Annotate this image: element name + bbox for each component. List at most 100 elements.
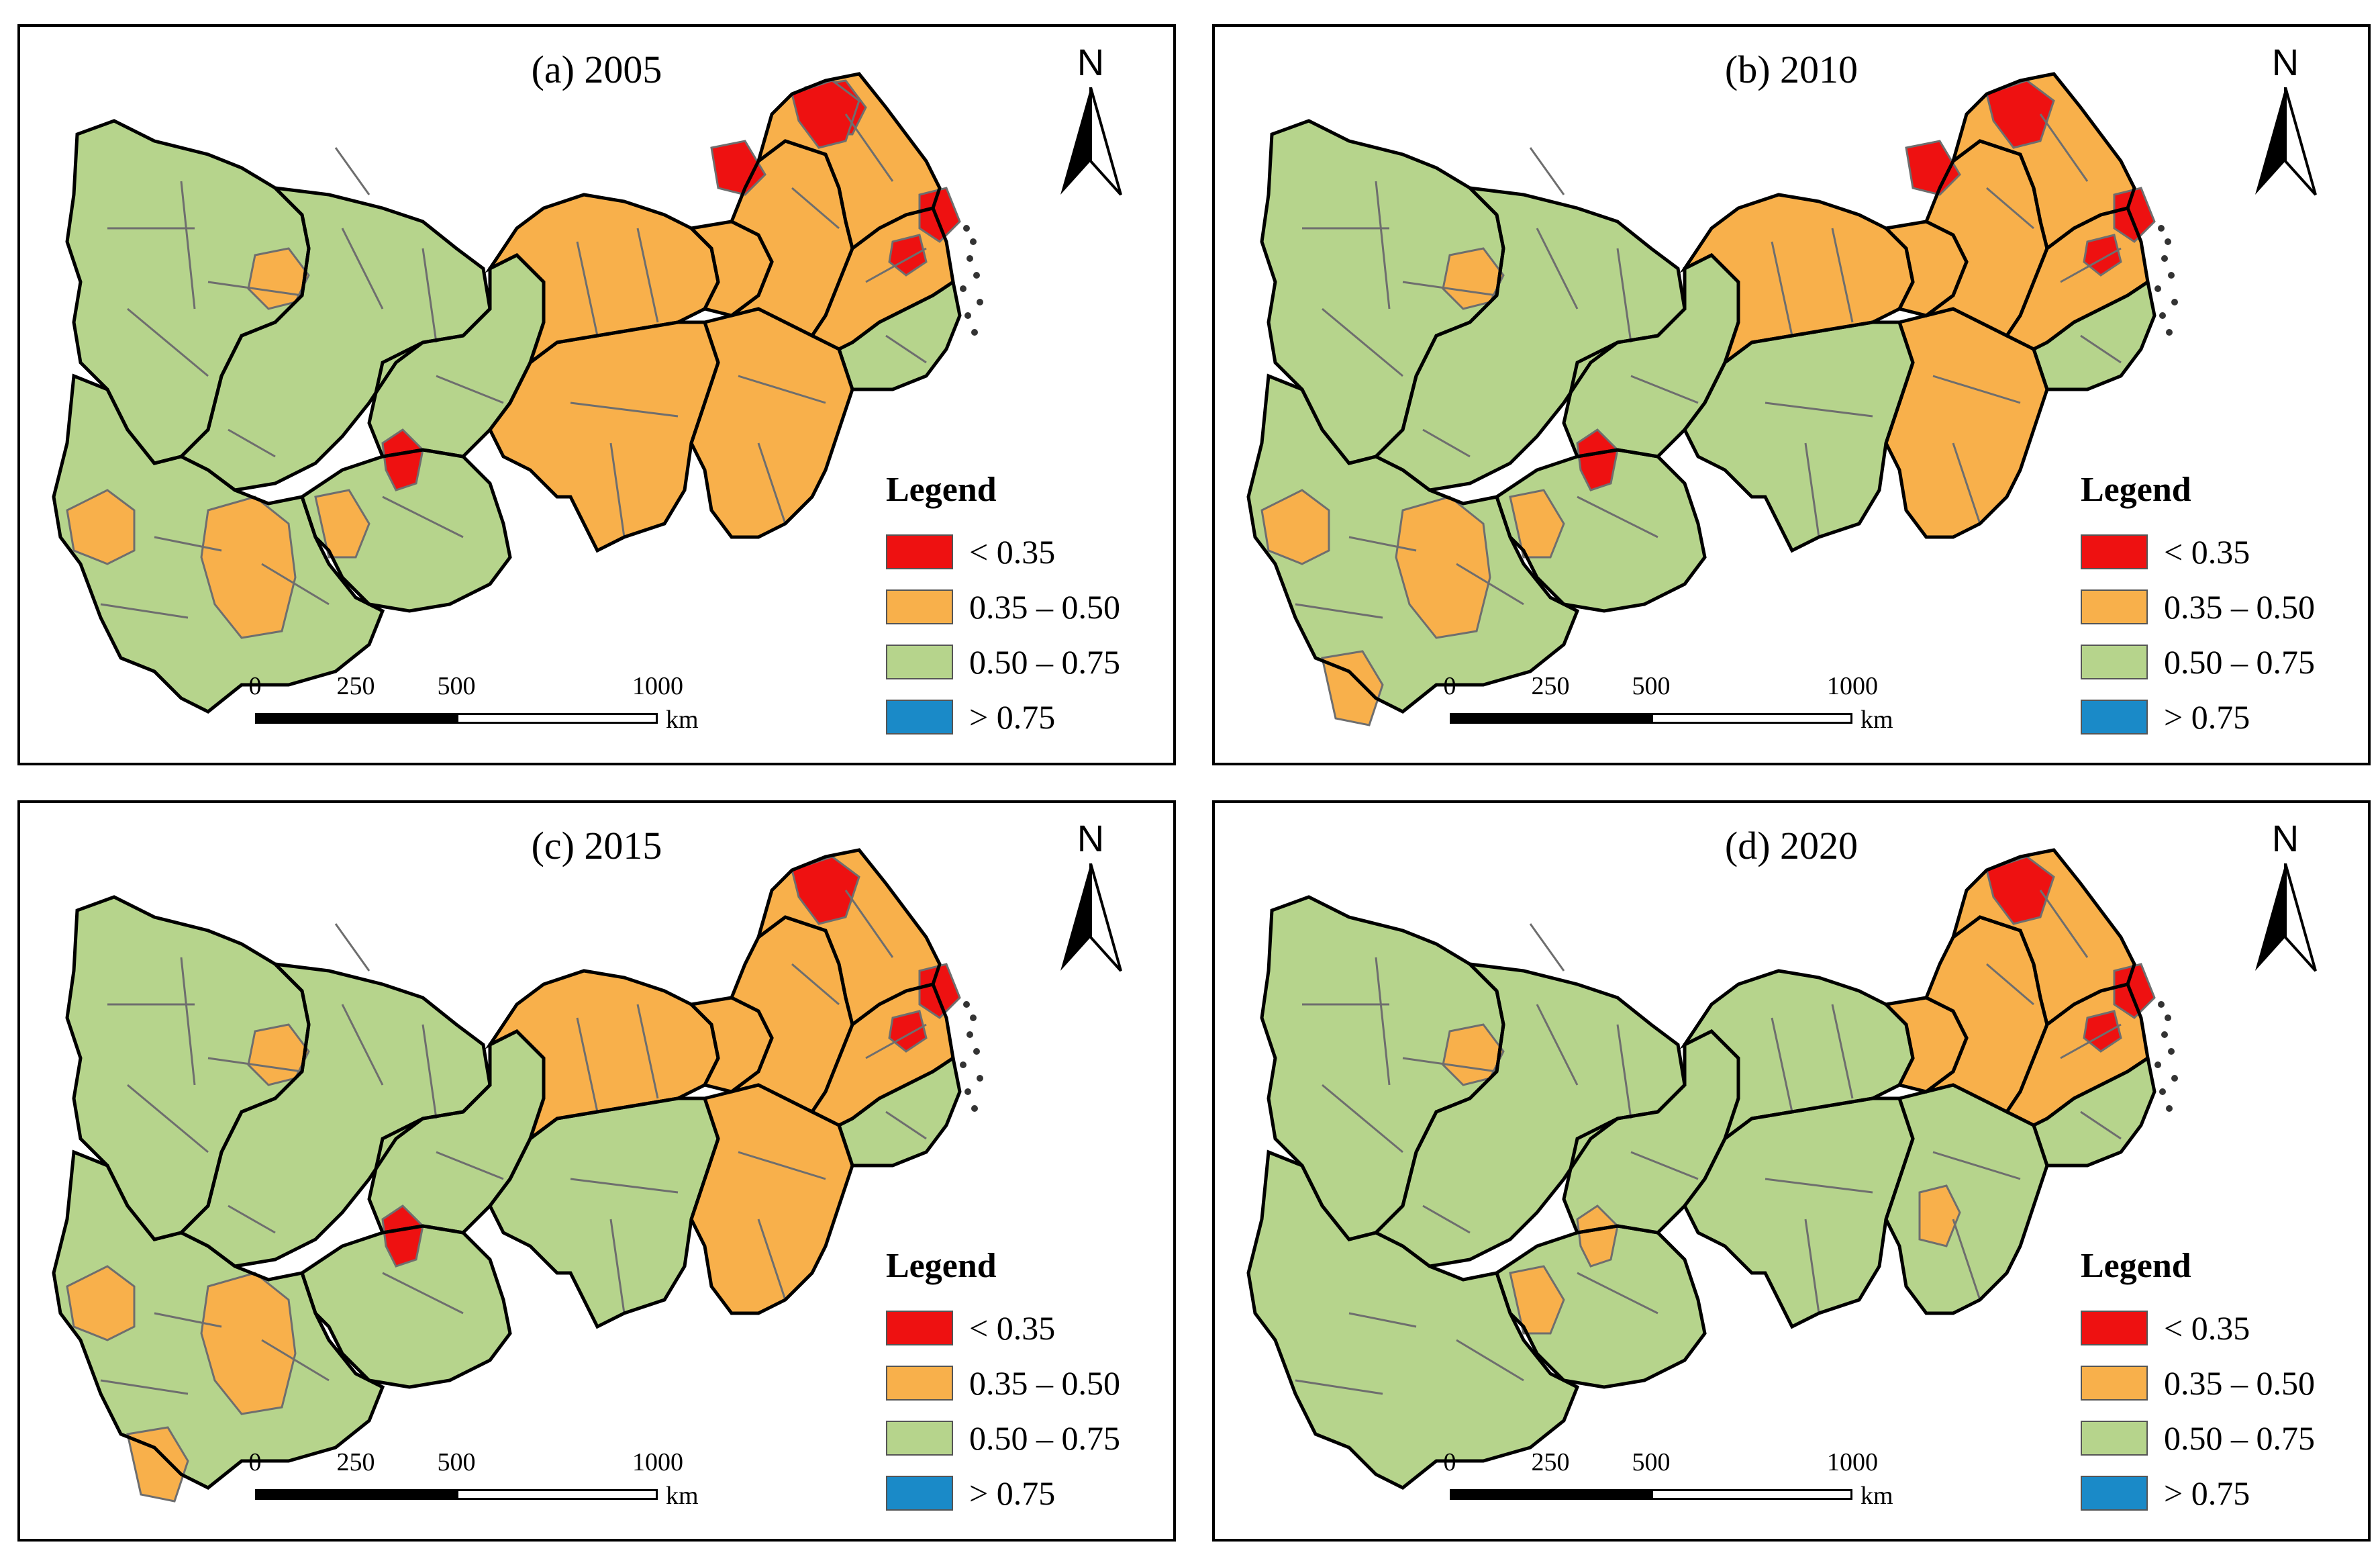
scale-bar-segment bbox=[456, 1489, 658, 1500]
district-boundary bbox=[1765, 1178, 1873, 1194]
scale-tick-label: 500 bbox=[437, 672, 476, 700]
district-boundary bbox=[885, 334, 927, 364]
choropleth-map bbox=[1246, 848, 2178, 1490]
district-boundary bbox=[261, 1339, 330, 1382]
legend-label: < 0.35 bbox=[2164, 1309, 2250, 1347]
district-boundary bbox=[261, 563, 330, 606]
district-boundary bbox=[341, 228, 384, 310]
island-dot bbox=[971, 1105, 978, 1112]
legend-label: 0.35 – 0.50 bbox=[969, 1364, 1120, 1402]
legend-swatch bbox=[886, 645, 953, 679]
district-boundary bbox=[1295, 603, 1383, 619]
legend-swatch bbox=[886, 589, 953, 624]
city-patch-hangzhou bbox=[2083, 234, 2122, 277]
district-boundary bbox=[865, 247, 927, 283]
north-arrow-icon bbox=[2255, 87, 2317, 196]
scale-tick-label: 500 bbox=[437, 1448, 476, 1476]
legend-label: 0.50 – 0.75 bbox=[969, 1419, 1120, 1457]
district-boundary bbox=[2039, 113, 2089, 182]
legend-item: < 0.35 bbox=[886, 1300, 1168, 1356]
legend-label: < 0.35 bbox=[969, 1309, 1056, 1347]
district-boundary bbox=[436, 375, 504, 404]
district-boundary bbox=[2060, 247, 2122, 283]
scale-bar: 0 250 500 1000 km bbox=[249, 1448, 738, 1521]
province-boundary bbox=[755, 848, 942, 1028]
legend-item: 0.50 – 0.75 bbox=[886, 634, 1168, 690]
district-boundary bbox=[738, 375, 826, 404]
city-patch-jiangxi-central bbox=[1918, 1184, 1961, 1247]
district-boundary bbox=[154, 1312, 222, 1328]
island-dot bbox=[964, 1088, 971, 1095]
district-boundary bbox=[127, 1084, 209, 1153]
city-patch-hangzhou bbox=[888, 1010, 928, 1053]
district-boundary bbox=[791, 963, 840, 1006]
north-letter: N bbox=[1077, 41, 1105, 83]
north-arrow: N bbox=[1047, 816, 1134, 991]
district-boundary bbox=[1952, 1219, 1981, 1300]
legend-title: Legend bbox=[2081, 1247, 2191, 1285]
legend-label: 0.50 – 0.75 bbox=[2164, 1419, 2315, 1457]
province-boundary bbox=[1246, 1149, 1580, 1490]
island-dot bbox=[960, 1061, 966, 1068]
city-patch-yunnan-west bbox=[1260, 489, 1330, 565]
island-dot bbox=[963, 1001, 970, 1008]
district-boundary bbox=[570, 401, 679, 418]
island-dot bbox=[964, 312, 971, 319]
district-boundary bbox=[1804, 442, 1820, 538]
district-boundary bbox=[180, 957, 196, 1086]
island-dot bbox=[2161, 255, 2168, 262]
legend-label: < 0.35 bbox=[969, 533, 1056, 571]
island-dot bbox=[2158, 1001, 2165, 1008]
scale-tick-label: 500 bbox=[1632, 1448, 1671, 1476]
legend-item: 0.50 – 0.75 bbox=[2081, 634, 2363, 690]
legend-item: < 0.35 bbox=[2081, 1300, 2363, 1356]
province-boundary bbox=[178, 961, 492, 1268]
district-boundary bbox=[1630, 1151, 1699, 1180]
legend-item: 0.35 – 0.50 bbox=[886, 1356, 1168, 1411]
legend-item: < 0.35 bbox=[2081, 524, 2363, 579]
legend-label: 0.35 – 0.50 bbox=[2164, 588, 2315, 626]
island-dot bbox=[2168, 272, 2175, 279]
district-boundary bbox=[609, 1219, 626, 1314]
legend-label: 0.35 – 0.50 bbox=[2164, 1364, 2315, 1402]
district-boundary bbox=[1771, 241, 1793, 336]
north-arrow: N bbox=[2242, 40, 2329, 215]
province-boundary bbox=[488, 1096, 720, 1329]
scale-unit: km bbox=[666, 706, 699, 734]
district-boundary bbox=[1536, 1004, 1579, 1086]
district-boundary bbox=[1348, 1312, 1417, 1328]
island-dot bbox=[2171, 1075, 2178, 1082]
district-boundary bbox=[1456, 1339, 1524, 1382]
province-boundary bbox=[52, 1149, 385, 1490]
district-boundary bbox=[1456, 563, 1524, 606]
north-letter: N bbox=[2271, 817, 2299, 859]
city-patch-yunnan-south bbox=[126, 1426, 189, 1503]
district-boundary bbox=[1577, 1272, 1658, 1315]
legend-title: Legend bbox=[886, 1247, 997, 1285]
district-boundary bbox=[436, 1151, 504, 1180]
scale-tick-label: 250 bbox=[336, 1448, 375, 1476]
district-boundary bbox=[844, 890, 894, 958]
north-letter: N bbox=[1077, 817, 1105, 859]
island-dot bbox=[966, 1031, 973, 1038]
island-dot bbox=[973, 1048, 980, 1055]
island-dot bbox=[966, 255, 973, 262]
scale-tick-label: 1000 bbox=[1827, 1448, 1878, 1476]
legend-title: Legend bbox=[2081, 471, 2191, 509]
district-boundary bbox=[207, 281, 303, 297]
district-boundary bbox=[1348, 536, 1417, 552]
district-boundary bbox=[228, 428, 276, 458]
legend-label: 0.35 – 0.50 bbox=[969, 588, 1120, 626]
legend-label: < 0.35 bbox=[2164, 533, 2250, 571]
island-dot bbox=[2159, 312, 2166, 319]
scale-bar-segment bbox=[255, 1489, 456, 1500]
north-arrow-icon bbox=[2255, 863, 2317, 972]
province-boundary bbox=[1373, 961, 1687, 1268]
district-boundary bbox=[1986, 187, 2034, 230]
district-boundary bbox=[576, 241, 599, 336]
scale-unit: km bbox=[666, 1482, 699, 1510]
island-dot bbox=[971, 329, 978, 336]
island-dot bbox=[2154, 1061, 2161, 1068]
district-boundary bbox=[382, 495, 464, 538]
legend: Legend < 0.35 0.35 – 0.50 0.50 – 0.75 > 0.75 bbox=[886, 470, 1168, 745]
